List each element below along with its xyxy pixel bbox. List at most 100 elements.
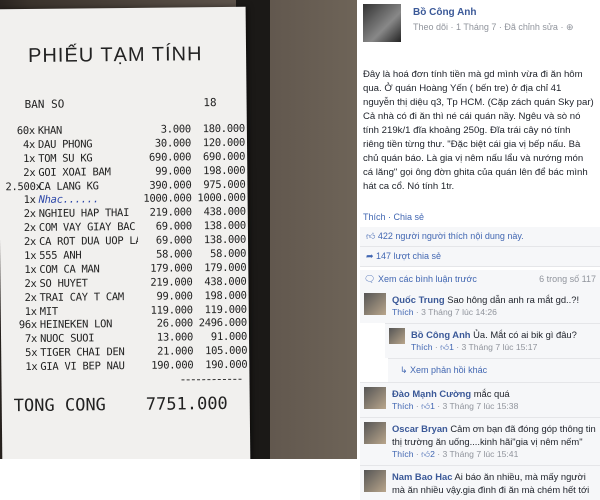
comment-like-link[interactable]: Thích (392, 401, 414, 411)
item-name: TOM SU KG (38, 152, 93, 165)
likes-count[interactable]: 👍︎ 422 người người thích nội dung này. (360, 227, 600, 247)
comment-time: 3 Tháng 7 lúc 15:17 (461, 342, 538, 352)
item-name: CA ROT DUA UOP LANH (38, 234, 139, 249)
item-qty: 2x (24, 277, 37, 290)
item-name: TRAI CAY T CAM (39, 290, 124, 304)
like-link[interactable]: Thích (363, 212, 386, 222)
item-name: 555 ANH (39, 249, 82, 262)
comment-text: Sao hông dẫn anh ra mắt gd..?! (447, 294, 580, 305)
facebook-post: Bồ Công Anh Theo dõi · 1 Tháng 7 · Đã ch… (357, 0, 600, 500)
thumbs-up-icon: 👍︎ (421, 401, 431, 411)
comment-count: 6 trong số 117 (539, 274, 596, 284)
comment-like-link[interactable]: Thích (392, 307, 414, 317)
share-icon: ➦ (366, 251, 377, 261)
item-qty: 4x (22, 138, 36, 151)
thumbs-up-icon: 👍︎ (366, 231, 378, 241)
comment-meta: Thích · 👍︎2 · 3 Tháng 7 lúc 15:41 (392, 449, 519, 459)
comment-like-count: 1 (449, 342, 454, 352)
comment-meta: Thích · 👍︎1 · 3 Tháng 7 lúc 15:38 (392, 401, 519, 411)
commenter-avatar[interactable] (364, 293, 386, 315)
more-replies-label: Xem phản hồi khác (410, 365, 488, 375)
item-price: 69.000 (155, 220, 192, 233)
item-total: 2496.000 (198, 317, 247, 330)
comment-time: 3 Tháng 7 lúc 15:41 (442, 449, 519, 459)
item-price: 3.000 (160, 123, 191, 136)
item-qty: 7x (24, 333, 38, 346)
item-name: NUOC SUOI (39, 332, 95, 346)
comment: Oscar Bryan Cảm ơn bạn đã đóng góp thông… (360, 417, 600, 465)
comment-like-count: 2 (430, 449, 435, 459)
item-total: 198.000 (203, 164, 246, 177)
comment-text: Cảm ơn bạn đã đóng góp thông tin thị trư… (392, 423, 596, 447)
table-number: BAN SO 18 (25, 96, 217, 111)
item-qty: 2x (24, 291, 37, 304)
item-price: 219.000 (149, 206, 192, 220)
item-name: GIA VI BEP NAU (40, 360, 125, 374)
item-price: 119.000 (150, 303, 193, 317)
item-total: 690.000 (202, 150, 246, 163)
item-total: 438.000 (203, 206, 246, 219)
item-price: 390.000 (149, 178, 192, 192)
author-name[interactable]: Bồ Công Anh (413, 7, 477, 18)
post-header: Bồ Công Anh Theo dõi · 1 Tháng 7 · Đã ch… (357, 0, 600, 42)
item-qty: 2x (23, 222, 36, 235)
comment: Quốc Trung Sao hông dẫn anh ra mắt gd..?… (360, 289, 600, 323)
item-total: 438.000 (204, 275, 247, 288)
item-qty: 2.500x (5, 180, 42, 193)
item-qty: 60x (16, 124, 35, 138)
comment-like-link[interactable]: Thích (411, 342, 433, 352)
item-qty: 96x (18, 319, 37, 332)
item-total: 190.000 (205, 358, 248, 372)
item-total: 179.000 (204, 261, 247, 275)
post-actions: Thích · Chia sẻ (363, 212, 425, 222)
comment-like-count: 1 (430, 401, 435, 411)
thumbs-up-icon: 👍︎ (440, 342, 450, 352)
item-total: 138.000 (203, 219, 246, 233)
comment: Đào Mạnh Cường mắc quá Thích · 👍︎1 · 3 Th… (360, 382, 600, 417)
commenter-avatar[interactable] (364, 422, 386, 444)
item-total: 975.000 (203, 178, 246, 191)
receipt-total: TONG CONG 7751.000 (14, 394, 228, 416)
commenter-name[interactable]: Nam Bao Hac (392, 471, 453, 482)
thumbs-up-icon: 👍︎ (421, 449, 431, 459)
item-total: 138.000 (203, 233, 247, 247)
item-price: 69.000 (155, 234, 193, 247)
commenter-avatar[interactable] (389, 328, 405, 344)
comment-like-link[interactable]: Thích (392, 449, 414, 459)
item-name: NGHIEU HAP THAI (38, 207, 130, 221)
item-price: 179.000 (150, 262, 193, 275)
commenter-avatar[interactable] (364, 470, 386, 492)
item-price: 99.000 (156, 289, 193, 303)
item-qty: 2x (23, 236, 37, 249)
commenter-name[interactable]: Quốc Trung (392, 294, 445, 305)
view-previous-comments[interactable]: 🗨︎ Xem các bình luận trước 6 trong số 117 (360, 270, 600, 289)
reply-arrow-icon: ↳ (400, 365, 411, 375)
comment-reply: Bồ Công Anh Ủa. Mắt có ai bik gì đâu? Thí… (385, 323, 600, 358)
receipt-item: 1x GIA VI BEP NAU 190.000 190.000 (7, 359, 249, 375)
total-value: 7751.000 (145, 393, 228, 415)
table-label: BAN SO (24, 97, 65, 112)
more-replies-link[interactable]: ↳ Xem phản hồi khác (388, 358, 600, 382)
item-price: 690.000 (148, 151, 192, 164)
item-qty: 5x (25, 347, 38, 360)
item-name: KHAN (37, 124, 63, 137)
commenter-name[interactable]: Bồ Công Anh (411, 329, 471, 340)
commenter-name[interactable]: Oscar Bryan (392, 423, 448, 434)
item-name: GOI XOAI BAM (38, 165, 111, 179)
item-name: CA LANG KG (38, 179, 99, 193)
comment-time: 3 Tháng 7 lúc 15:38 (442, 401, 519, 411)
commenter-name[interactable]: Đào Mạnh Cường (392, 388, 472, 399)
prev-comments-label: Xem các bình luận trước (377, 274, 477, 284)
comment-text: mắc quá (473, 388, 510, 399)
shares-count[interactable]: ➦ 147 lượt chia sẻ (360, 247, 600, 267)
item-qty: 1x (24, 305, 37, 318)
item-price: 21.000 (156, 345, 194, 358)
post-meta: Theo dõi · 1 Tháng 7 · Đã chỉnh sửa · ⊕ (413, 22, 574, 32)
avatar[interactable] (363, 4, 401, 42)
item-price: 99.000 (155, 164, 192, 178)
share-link[interactable]: Chia sẻ (393, 212, 425, 222)
item-total: 58.000 (209, 247, 247, 261)
item-total: 1000.000 (197, 192, 246, 205)
item-name: HEINEKEN LON (39, 318, 113, 332)
commenter-avatar[interactable] (364, 387, 386, 409)
